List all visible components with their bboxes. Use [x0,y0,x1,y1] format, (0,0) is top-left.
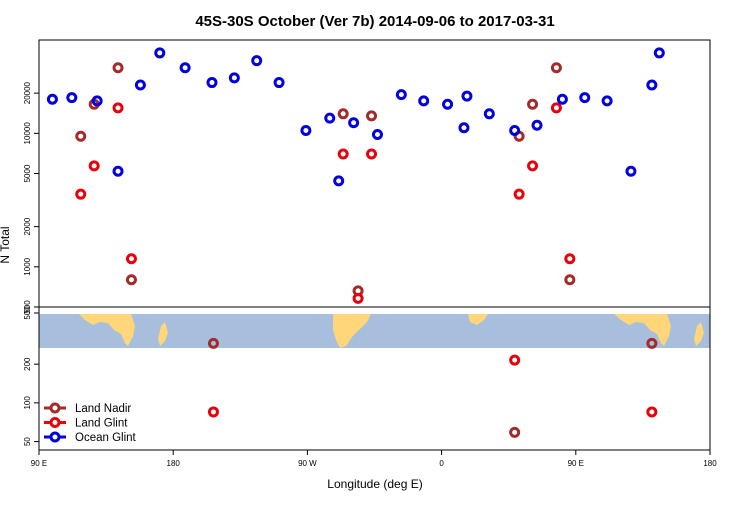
australia-land-2 [614,314,671,346]
ocean-glint-point [646,79,658,91]
chart-title: 45S-30S October (Ver 7b) 2014-09-06 to 2… [195,13,554,30]
ocean-glint-point [625,165,637,177]
y-tick-label-lower: 50 [23,437,32,446]
land-glint-point [352,292,364,304]
ocean-glint-point [418,95,430,107]
ocean-glint-point [348,117,360,129]
legend-marker-land-nadir [49,402,61,414]
ocean-glint-point [112,165,124,177]
x-tick-label: 90 W [298,459,317,468]
land-glint-point [550,102,562,114]
ocean-glint-point [91,95,103,107]
y-tick-label-upper: 1000 [23,257,32,275]
ocean-glint-point [206,77,218,89]
ocean-glint-point [251,55,263,67]
legend: Land Nadir Land Glint Ocean Glint [44,402,137,444]
x-tick-label: 90 E [568,459,584,468]
land-glint-point [88,160,100,172]
y-tick-label-upper: 20000 [23,81,32,104]
map-strip [39,314,710,348]
ocean-glint-point [273,77,285,89]
axes: 90 E 180 90 W 0 90 E 180 20000 10000 5000 2000 100… [23,81,717,468]
y-tick-label-lower: 500 [23,306,32,320]
legend-label-land-nadir: Land Nadir [75,403,131,415]
land-nadir-point [366,110,378,122]
land-nadir-point [112,62,124,74]
land-glint-point [112,102,124,114]
ocean-glint-point [66,92,78,104]
land-nadir-point [337,108,349,120]
data-points [46,47,665,438]
ocean-glint-point [601,95,613,107]
land-nadir-point [75,130,87,142]
land-nadir-point [509,426,521,438]
land-glint-point [509,354,521,366]
y-tick-label-upper: 2000 [23,217,32,235]
x-tick-label: 90 E [31,459,47,468]
y-tick-label-upper: 5000 [23,164,32,182]
x-tick-label: 180 [703,459,717,468]
land-nadir-point [125,274,137,286]
ocean-glint-point [46,93,58,105]
x-tick-label: 0 [439,459,444,468]
ocean-glint-point [579,92,591,104]
ocean-glint-point [483,108,495,120]
land-glint-point [75,188,87,200]
legend-marker-land-glint [49,417,61,428]
x-tick-label: 180 [167,459,181,468]
ocean-glint-point [179,62,191,74]
land-glint-point [207,406,219,418]
legend-marker-ocean-glint [49,431,61,443]
ocean-glint-point [154,47,166,59]
legend-label-ocean-glint: Ocean Glint [75,432,137,444]
y-axis-label: N Total [0,226,12,263]
lower-panel-frame [38,306,711,451]
land-glint-point [564,253,576,265]
y-tick-label-lower: 100 [23,396,32,410]
legend-label-land-glint: Land Glint [75,418,128,430]
ocean-glint-point [531,119,543,131]
new-zealand-land [158,322,168,346]
ocean-glint-point [324,112,336,124]
land-masses [79,314,704,348]
australia-land [79,314,135,346]
land-glint-point [527,160,539,172]
ocean-glint-point [458,122,470,134]
ocean-glint-point [509,124,521,136]
land-nadir-point [646,337,658,349]
africa-land [468,314,488,325]
ocean-glint-point [556,93,568,105]
land-nadir-point [207,337,219,349]
land-nadir-point [550,62,562,74]
ocean-glint-point [395,89,407,101]
ocean-glint-point [134,79,146,91]
ocean-glint-point [333,175,345,187]
ocean-glint-point [442,98,454,110]
land-glint-point [125,253,137,265]
land-glint-point [366,148,378,160]
x-axis-label: Longitude (deg E) [327,477,422,491]
ocean-glint-point [300,124,312,136]
new-zealand-land-2 [694,322,704,346]
ocean-glint-point [371,128,383,140]
y-tick-label-lower: 200 [23,357,32,371]
land-nadir-point [564,274,576,286]
ocean-glint-point [461,90,473,102]
land-glint-point [337,148,349,160]
south-america-land [333,314,371,348]
ocean-glint-point [228,72,240,84]
land-glint-point [513,188,525,200]
land-glint-point [646,406,658,418]
ocean-glint-point [653,47,665,59]
y-tick-label-upper: 10000 [23,122,32,145]
ocean-band [39,314,710,348]
land-nadir-point [527,98,539,110]
y-tick-label-upper: 500 [23,300,32,314]
